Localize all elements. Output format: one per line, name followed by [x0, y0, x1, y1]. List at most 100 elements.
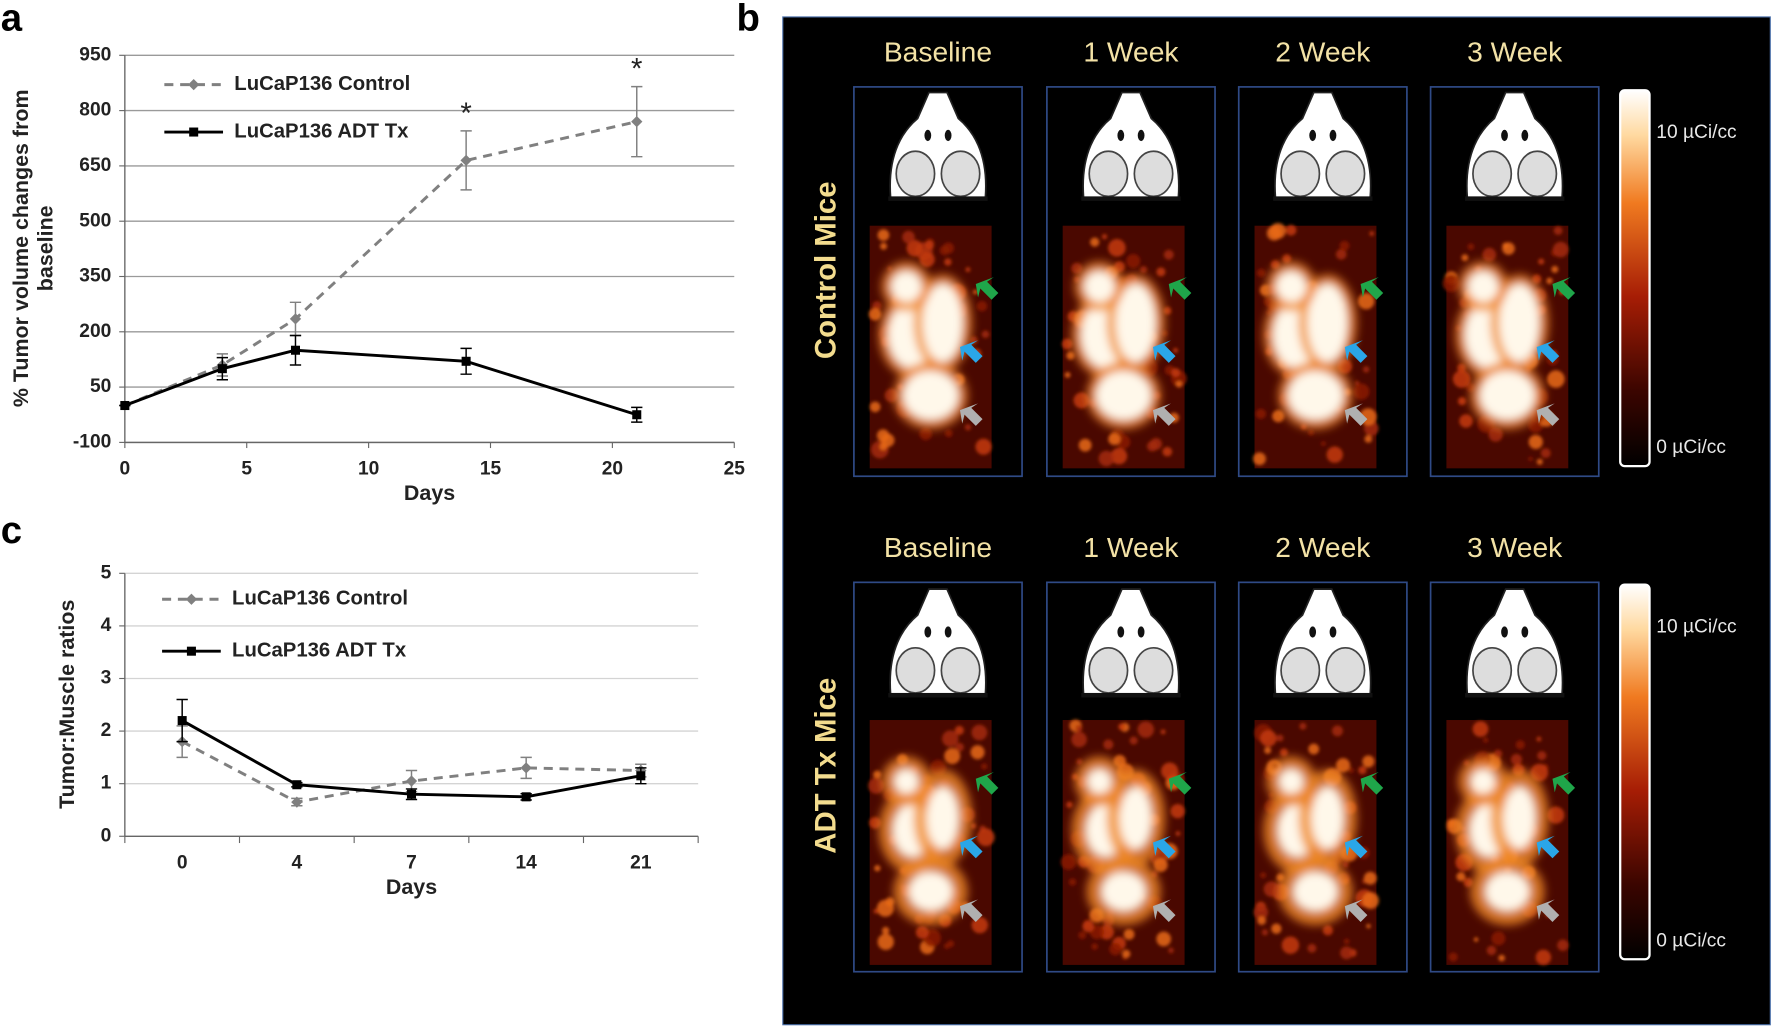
y-tick-label: 5: [101, 562, 112, 583]
pet-speck: [1163, 249, 1174, 260]
pet-speck: [1353, 383, 1370, 400]
pet-hot-core: [1292, 871, 1339, 912]
pet-speck: [1160, 729, 1166, 735]
pet-speck: [1442, 274, 1460, 292]
pet-speck: [1139, 265, 1148, 274]
pet-speck: [976, 300, 988, 312]
pet-speck: [1266, 225, 1282, 241]
y-tick-label: 50: [90, 376, 111, 397]
pet-hotspot: [1455, 261, 1549, 430]
x-tick-label: 0: [177, 852, 188, 873]
y-axis-title-box: % Tumor volume changes from baseline: [10, 89, 59, 407]
pet-speck: [1510, 753, 1523, 766]
y-tick-label: 800: [79, 100, 111, 121]
pet-speck: [942, 730, 959, 747]
mouse-eye: [1329, 626, 1337, 638]
mouse-ear: [1280, 646, 1321, 694]
point: [520, 762, 532, 774]
pet-speck: [1071, 262, 1083, 274]
pet-speck: [902, 230, 915, 244]
mouse-base: [1273, 196, 1373, 201]
pet-hotspot: [1071, 756, 1166, 926]
mouse-ear: [895, 646, 936, 694]
pet-speck: [915, 925, 929, 939]
y-tick-label: 3: [101, 668, 112, 689]
pet-speck: [868, 777, 885, 794]
pet-speck: [972, 289, 978, 295]
mouse-ear: [1325, 150, 1366, 198]
colorbar-min-label: 0 µCi/cc: [1656, 930, 1726, 951]
pet-speck: [1343, 938, 1350, 945]
pet-speck: [1171, 368, 1181, 378]
annotation: *: [631, 53, 642, 86]
mouse-ear: [940, 150, 981, 198]
pet-hot-core: [893, 768, 919, 794]
pet-speck: [1163, 306, 1172, 315]
pet-speck: [1299, 722, 1307, 730]
mouse-icon: [888, 588, 988, 698]
pet-hot-core: [1086, 768, 1112, 794]
arrow: [975, 772, 999, 795]
mouse-ear: [1088, 150, 1129, 198]
mouse-eye: [1309, 129, 1317, 142]
pet-speck: [1482, 247, 1497, 262]
pet-speck: [1551, 265, 1559, 273]
pet-speck: [1282, 254, 1292, 264]
pet-speck: [1321, 441, 1326, 447]
pet-speck: [1175, 380, 1183, 388]
y-axis-title-box: Tumor:Muscle ratios: [56, 600, 80, 809]
pet-hot-core: [1307, 283, 1348, 363]
pet-speck: [1366, 923, 1371, 929]
pet-speck: [924, 240, 934, 250]
pet-speck: [1546, 277, 1553, 285]
pet-hot-core: [1119, 786, 1153, 850]
mouse-ear: [1325, 646, 1366, 694]
pet-speck: [1362, 366, 1370, 373]
pet-speck: [965, 267, 971, 273]
pet-speck: [873, 770, 882, 779]
pet-speck: [1502, 242, 1509, 249]
pet-speck: [1153, 857, 1168, 873]
pet-speck: [1363, 871, 1377, 885]
pet-speck: [1091, 943, 1098, 950]
mouse-eye: [1117, 129, 1125, 142]
legend-marker: [188, 79, 200, 91]
pet-speck: [1156, 267, 1166, 277]
mouse-icon: [1273, 91, 1373, 201]
pet-hotspot: [1455, 756, 1549, 926]
pet-hot-core: [926, 786, 960, 850]
arrow: [1168, 277, 1192, 300]
panel-label: a: [1, 0, 23, 39]
pet-speck: [944, 258, 952, 266]
pet-hot-core: [890, 270, 923, 303]
pet-speck: [1122, 949, 1131, 959]
pet-speck: [1260, 872, 1267, 879]
mouse-ear: [940, 646, 981, 694]
pet-hot-core: [1467, 270, 1499, 303]
pet-speck: [1467, 243, 1475, 251]
colorbar-max-label: 10 µCi/cc: [1656, 617, 1737, 638]
pet-speck: [1168, 947, 1174, 954]
pet-speck: [939, 245, 950, 256]
pet-speck: [1364, 435, 1373, 443]
arrow: [1344, 899, 1368, 922]
arrow: [1168, 772, 1192, 795]
series-line: [124, 348, 638, 417]
pet-speck: [881, 433, 895, 447]
pet-hot-core: [1278, 768, 1304, 794]
arrow: [1360, 277, 1384, 300]
pet-speck: [1307, 943, 1317, 953]
mouse-base: [1081, 196, 1181, 201]
chart: 0 1 2 3 4 5 0 4 7 14 21 Days Tumor:Muscle ratios c LuC…: [1, 509, 699, 899]
legend-marker: [185, 593, 198, 605]
arrow: [1552, 772, 1576, 795]
panel-label: b: [737, 0, 760, 39]
y-tick-label: 500: [79, 210, 111, 231]
mouse-base: [1465, 692, 1565, 698]
y-tick-label: 0: [101, 825, 112, 846]
pet-speck: [1459, 414, 1473, 428]
point: [631, 116, 643, 128]
pet-speck: [1256, 268, 1266, 278]
pet-speck: [1498, 954, 1505, 962]
